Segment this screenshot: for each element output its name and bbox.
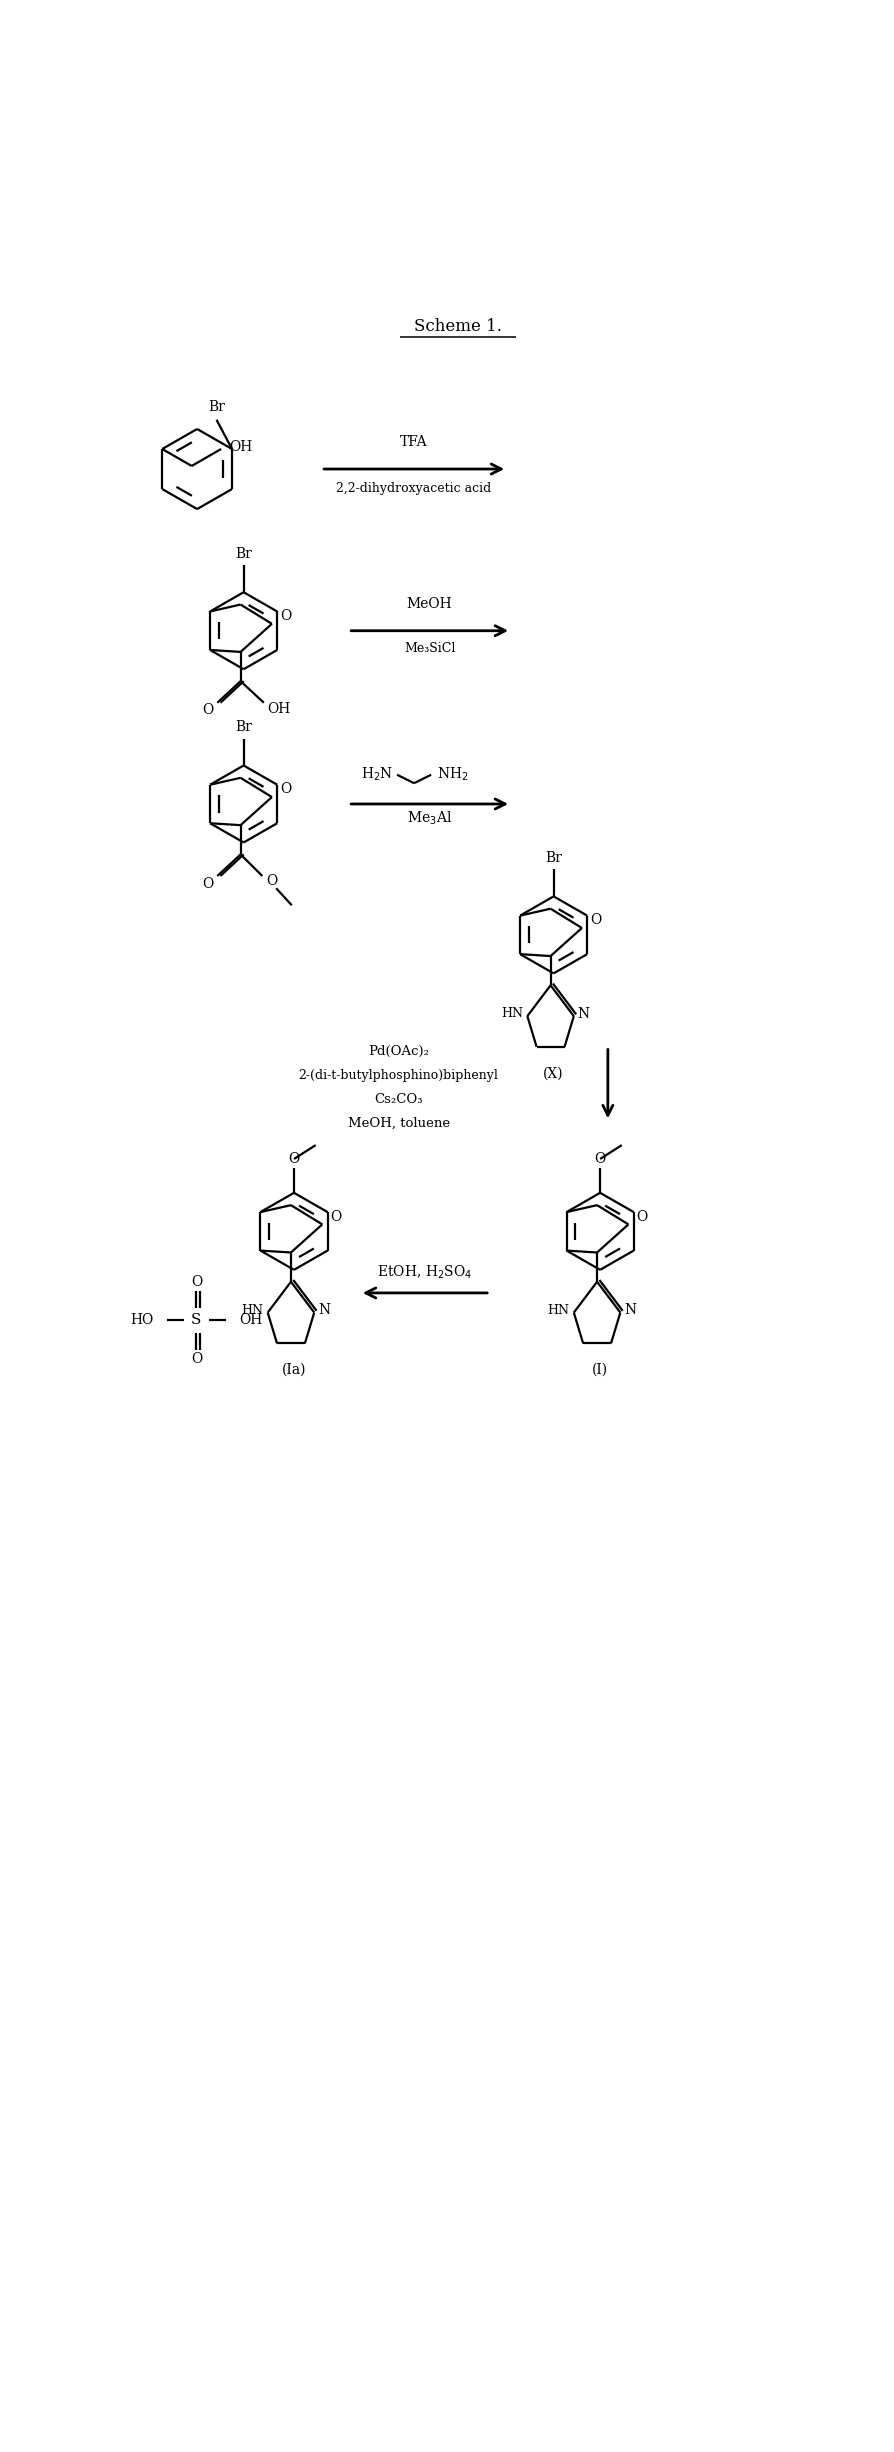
- Text: O: O: [330, 1209, 342, 1224]
- Text: O: O: [266, 873, 277, 888]
- Text: HN: HN: [241, 1304, 263, 1317]
- Text: Cs₂CO₃: Cs₂CO₃: [374, 1094, 422, 1106]
- Text: O: O: [589, 912, 601, 927]
- Text: O: O: [280, 782, 291, 797]
- Text: O: O: [202, 704, 214, 718]
- Text: OH: OH: [230, 441, 253, 454]
- Text: HN: HN: [501, 1008, 522, 1020]
- Text: O: O: [636, 1209, 647, 1224]
- Text: O: O: [202, 878, 214, 890]
- Text: Pd(OAc)₂: Pd(OAc)₂: [367, 1045, 428, 1059]
- Text: Scheme 1.: Scheme 1.: [414, 319, 502, 336]
- Text: Me$_3$Al: Me$_3$Al: [407, 809, 451, 826]
- Text: MeOH: MeOH: [407, 596, 452, 611]
- Text: O: O: [280, 608, 291, 623]
- Text: TFA: TFA: [400, 434, 427, 449]
- Text: EtOH, H$_2$SO$_4$: EtOH, H$_2$SO$_4$: [377, 1263, 472, 1280]
- Text: HO: HO: [131, 1314, 154, 1327]
- Text: (I): (I): [592, 1363, 608, 1378]
- Text: O: O: [190, 1275, 202, 1290]
- Text: Br: Br: [235, 721, 252, 733]
- Text: OH: OH: [239, 1314, 262, 1327]
- Text: N: N: [578, 1008, 589, 1020]
- Text: 2,2-dihydroxyacetic acid: 2,2-dihydroxyacetic acid: [336, 481, 491, 495]
- Text: NH$_2$: NH$_2$: [436, 765, 468, 785]
- Text: N: N: [624, 1304, 636, 1317]
- Text: N: N: [318, 1304, 330, 1317]
- Text: H$_2$N: H$_2$N: [360, 765, 392, 785]
- Text: Br: Br: [544, 851, 561, 866]
- Text: Br: Br: [208, 400, 224, 414]
- Text: S: S: [191, 1314, 201, 1327]
- Text: O: O: [288, 1152, 299, 1167]
- Text: 2-(di-t-butylphosphino)biphenyl: 2-(di-t-butylphosphino)biphenyl: [299, 1069, 498, 1081]
- Text: O: O: [594, 1152, 605, 1167]
- Text: (X): (X): [543, 1067, 563, 1081]
- Text: (Ia): (Ia): [282, 1363, 306, 1378]
- Text: O: O: [190, 1351, 202, 1366]
- Text: Br: Br: [235, 547, 252, 562]
- Text: HN: HN: [547, 1304, 569, 1317]
- Text: MeOH, toluene: MeOH, toluene: [347, 1118, 449, 1130]
- Text: Me₃SiCl: Me₃SiCl: [403, 642, 455, 655]
- Text: OH: OH: [267, 701, 291, 716]
